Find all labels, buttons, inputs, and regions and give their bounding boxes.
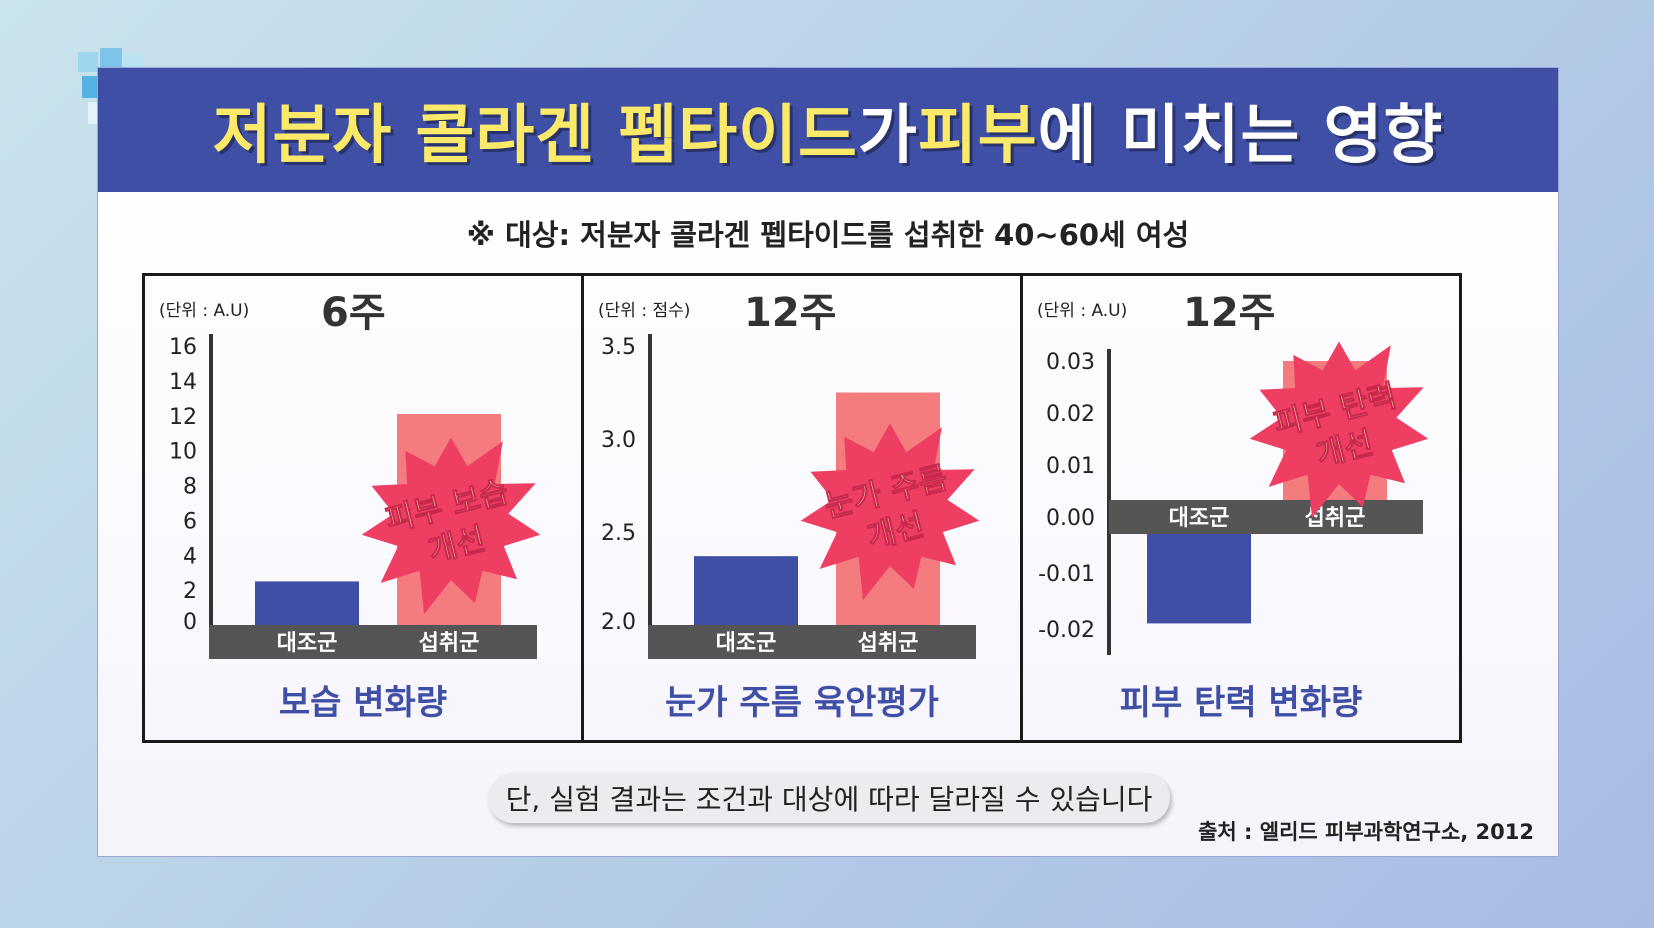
y-tick-label: 4: [183, 544, 197, 569]
chart-caption: 보습 변화량: [279, 683, 447, 723]
y-tick-label: 0: [183, 610, 197, 635]
source-citation: 출처 : 엘리드 피부과학연구소, 2012: [1198, 820, 1534, 844]
y-tick-label: 3.0: [601, 428, 636, 453]
chart-panel-moisture: (단위 : A.U) 6주 대조군 섭취군 0 2 4 6 8 10 12 14 16 피부 보습 개선 보습…: [142, 273, 584, 743]
y-tick-label: 10: [169, 440, 197, 465]
chart-period-title: 6주: [321, 290, 386, 336]
unit-label: (단위 : A.U): [159, 301, 249, 321]
chart-panel-wrinkle: (단위 : 점수) 12주 대조군 섭취군 2.0 2.5 3.0 3.5 눈가 주름 개선 눈가 …: [581, 273, 1023, 743]
y-tick-label: 14: [169, 370, 197, 395]
title-part-2: 피부: [917, 99, 1038, 173]
burst-badge-icon: [800, 423, 980, 601]
disclaimer-note: 단, 실험 결과는 조건과 대상에 따라 달라질 수 있습니다: [488, 773, 1170, 823]
y-tick-label: 2.5: [601, 521, 636, 546]
y-tick-label: 16: [169, 335, 197, 360]
bar-control: [694, 556, 798, 625]
chart-period-title: 12주: [744, 290, 836, 336]
y-tick-label: 0.00: [1046, 506, 1095, 531]
title-part-1: 가: [857, 99, 918, 173]
y-tick-label: 2.0: [601, 610, 636, 635]
unit-label: (단위 : 점수): [598, 301, 690, 321]
burst-badge-icon: [1249, 341, 1429, 519]
category-band: [1109, 500, 1423, 534]
category-label: 대조군: [277, 631, 338, 656]
infographic-card: 저분자 콜라겐 펩타이드 가 피부 에 미치는 영향 ※ 대상: 저분자 콜라겐 펩…: [98, 68, 1558, 856]
category-label: 섭취군: [419, 631, 480, 656]
chart-period-title: 12주: [1183, 290, 1275, 336]
chart-panel-elasticity: (단위 : A.U) 12주 대조군 섭취군 -0.02 -0.01 0.00 0.01 0.0…: [1020, 273, 1462, 743]
subtitle: ※ 대상: 저분자 콜라겐 펩타이드를 섭취한 40~60세 여성: [466, 218, 1190, 252]
category-band: [648, 625, 976, 659]
y-tick-label: 12: [169, 405, 197, 430]
category-label: 대조군: [716, 631, 777, 656]
y-tick-label: 0.03: [1046, 350, 1095, 375]
bar-control: [1147, 534, 1251, 624]
y-tick-label: 0.02: [1046, 402, 1095, 427]
y-tick-label: -0.02: [1038, 618, 1095, 643]
chart-caption: 눈가 주름 육안평가: [665, 683, 939, 723]
unit-label: (단위 : A.U): [1037, 301, 1127, 321]
title-part-3: 에 미치는 영향: [1037, 99, 1444, 173]
category-label: 대조군: [1169, 506, 1230, 531]
title-banner: 저분자 콜라겐 펩타이드 가 피부 에 미치는 영향: [98, 68, 1558, 192]
y-tick-label: 6: [183, 509, 197, 534]
category-label: 섭취군: [858, 631, 919, 656]
title-part-0: 저분자 콜라겐 펩타이드: [212, 99, 858, 173]
burst-badge-icon: [361, 437, 541, 615]
chart-caption: 피부 탄력 변화량: [1120, 683, 1363, 723]
y-tick-label: 2: [183, 579, 197, 604]
y-tick-label: 0.01: [1046, 454, 1095, 479]
y-tick-label: 3.5: [601, 335, 636, 360]
category-band: [209, 625, 537, 659]
bar-control: [255, 581, 359, 625]
y-tick-label: 8: [183, 475, 197, 500]
y-tick-label: -0.01: [1038, 562, 1095, 587]
page-title: 저분자 콜라겐 펩타이드 가 피부 에 미치는 영향: [98, 68, 1558, 192]
